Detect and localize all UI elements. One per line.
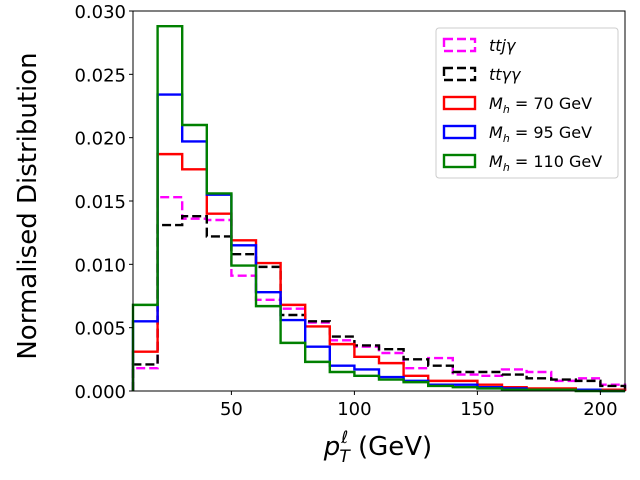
x-axis-label-unit: (GeV) [350,432,432,462]
legend-label-1: ttjγ [489,36,517,55]
legend-box [435,27,619,179]
series-layer [131,25,627,393]
legend-swatch-1 [442,37,477,53]
legend-label-5: Mh = 110 GeV [489,152,602,174]
y-tick-label: 0.015 [74,192,126,213]
y-tick-label: 0.000 [74,382,126,403]
legend-swatch-5 [442,153,477,169]
legend-label-4: Mh = 95 GeV [489,123,592,145]
legend-swatch-4 [442,124,477,140]
x-tick-label: 150 [460,399,494,420]
legend: ttjγ ttγγ Mh = 70 GeV Mh = 95 GeV Mh = 110 G… [435,27,619,179]
legend-label-2: ttγγ [489,65,522,84]
x-axis-label-subscript: T [339,447,351,467]
legend-label-3: Mh = 70 GeV [489,94,592,116]
series-line-5 [131,25,625,393]
x-tick-label: 100 [337,399,371,420]
x-axis-label-base: p [323,432,341,462]
legend-swatch-2 [442,66,477,82]
y-tick-label: 0.030 [74,2,126,23]
series-line-2 [131,215,627,391]
x-axis-label-superscript: ℓ [340,428,348,448]
legend-swatch-3 [442,95,477,111]
y-tick-label: 0.020 [74,129,126,150]
y-axis-label: Normalised Distribution [13,52,43,359]
x-tick-label: 50 [220,399,243,420]
axes-layer: 0.000 0.005 0.010 0.015 0.020 0.025 0.030 50 100… [74,2,626,420]
x-tick-label: 200 [583,399,617,420]
y-tick-label: 0.010 [74,255,126,276]
y-tick-label: 0.005 [74,319,126,340]
y-tick-label: 0.025 [74,65,126,86]
x-axis-label: pℓ T (GeV) [323,428,432,467]
